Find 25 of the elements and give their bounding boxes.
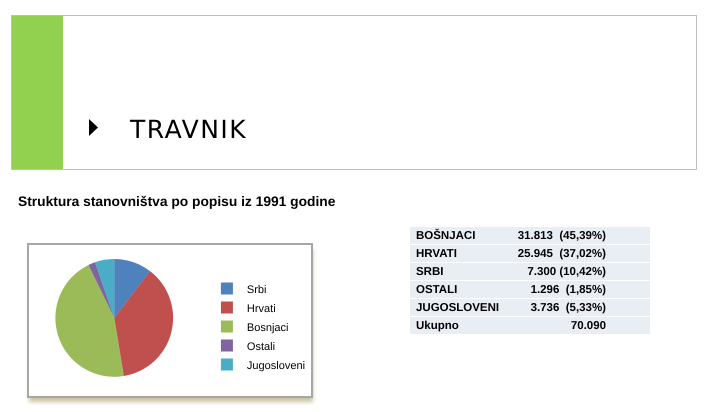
header-frame: TRAVNIK bbox=[11, 15, 697, 170]
category-label: BOŠNJACI bbox=[410, 227, 516, 244]
text: 70.090 bbox=[570, 320, 606, 332]
legend-label: Ostali bbox=[246, 340, 276, 353]
text: 25.945 (37,02%) bbox=[518, 248, 606, 260]
legend-label: Srbi bbox=[246, 284, 266, 296]
legend-label: Jugosloveni bbox=[246, 360, 306, 372]
text: 1.296 (1,85%) bbox=[530, 284, 606, 296]
pie-slice bbox=[95, 259, 114, 318]
text: 7.300 (10,42%) bbox=[527, 266, 606, 278]
chart-title: TRAVNIK bbox=[130, 115, 248, 144]
category-label: OSTALI bbox=[410, 280, 516, 298]
category-label: Ukupno bbox=[410, 316, 516, 334]
text: 3.736 (5,33%) bbox=[530, 302, 606, 314]
legend-label: Bosnjaci bbox=[246, 322, 288, 334]
chart-subtitle: Struktura stanovništva po popisu iz 1991 godine bbox=[18, 194, 336, 209]
category-label: JUGOSLOVENI bbox=[410, 298, 516, 316]
pie-slice bbox=[114, 271, 174, 376]
legend-label: Hrvati bbox=[246, 302, 276, 315]
category-label: SRBI bbox=[410, 262, 516, 280]
pie-slice bbox=[114, 259, 150, 318]
pie-slice bbox=[88, 262, 114, 318]
text: 31.813 (45,39%) bbox=[518, 230, 606, 242]
category-label: HRVATI bbox=[410, 244, 516, 262]
pie-slice bbox=[55, 264, 124, 377]
